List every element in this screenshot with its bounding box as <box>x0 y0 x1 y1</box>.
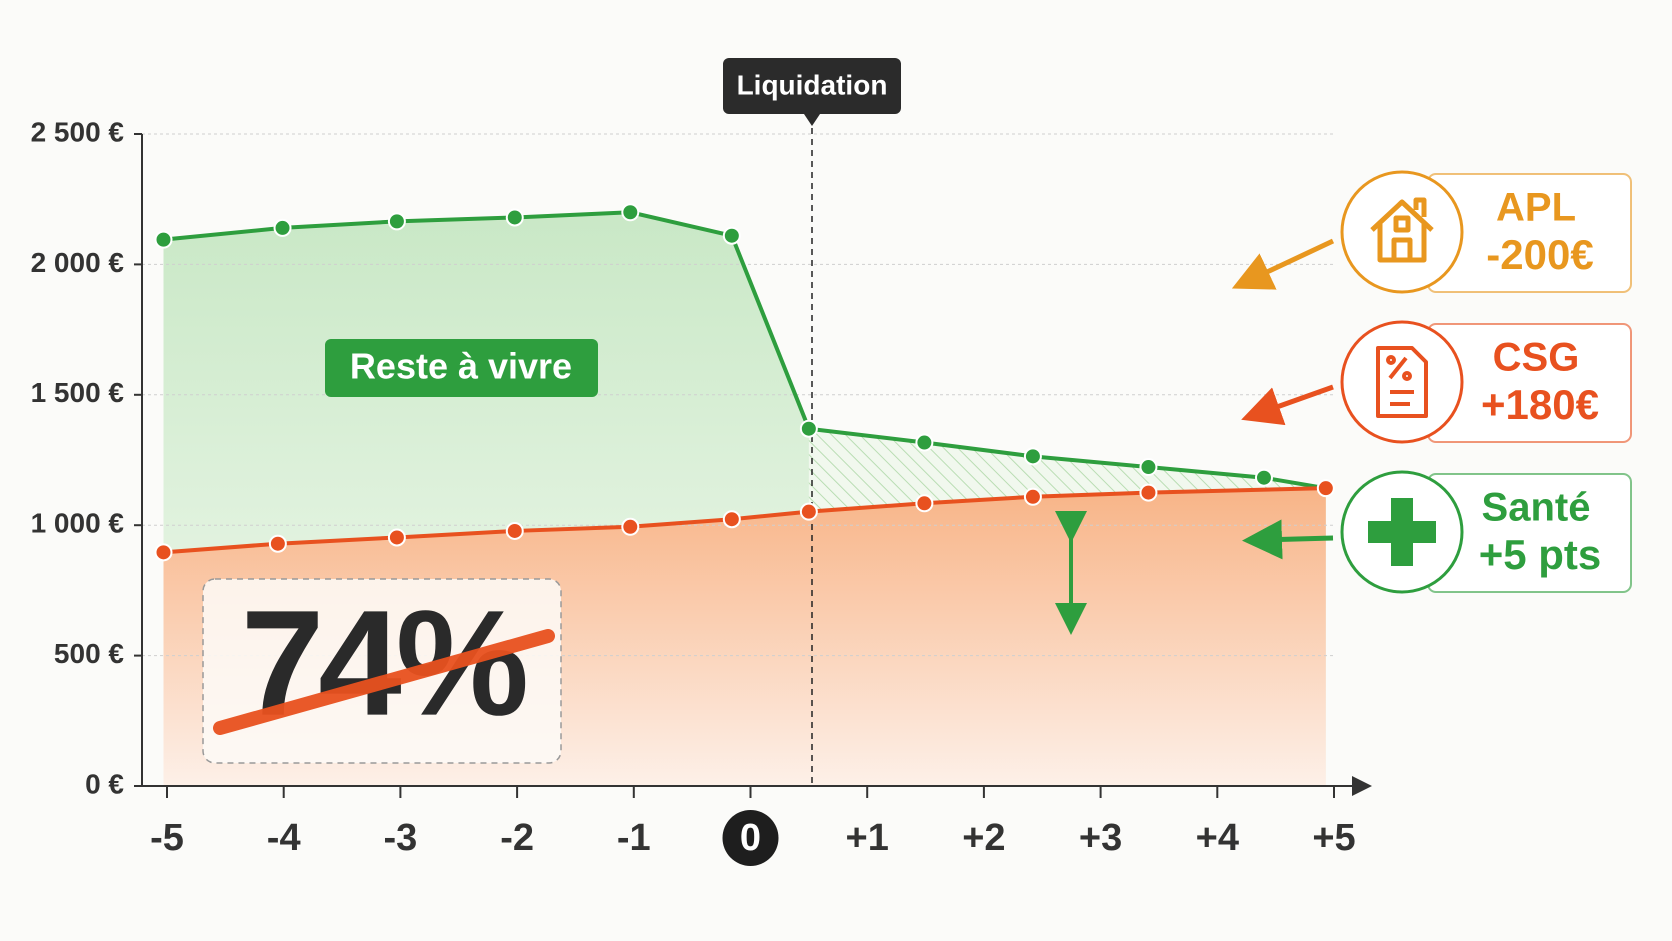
icon <box>1376 346 1428 418</box>
x-tick-label: -4 <box>267 817 301 859</box>
x-tick-label: 0 <box>740 817 761 859</box>
event-label: Liquidation <box>737 69 888 100</box>
point <box>722 510 741 529</box>
point <box>154 543 173 562</box>
x-tick-label: -2 <box>500 817 534 859</box>
y-tick-label: 500 € <box>54 638 124 669</box>
point <box>154 230 173 249</box>
point <box>1023 447 1042 466</box>
plot <box>154 203 1335 562</box>
rate-box <box>202 578 562 764</box>
y-tick-label: 1 000 € <box>31 508 125 539</box>
point <box>621 203 640 222</box>
x-tick-label: -5 <box>150 817 184 859</box>
x-tick-highlight <box>722 810 779 866</box>
callout-arrow <box>1231 238 1335 290</box>
point <box>1139 483 1158 502</box>
x-tick-label: +1 <box>846 817 889 859</box>
point <box>915 433 934 452</box>
point <box>273 218 292 237</box>
callout-circle <box>1340 320 1464 444</box>
area-label: Reste à vivre <box>350 346 572 387</box>
callouts: APL-200€ CSG+180€ Santé+5 pts <box>1340 170 1632 594</box>
point <box>1139 458 1158 477</box>
point <box>799 502 818 521</box>
point <box>268 534 287 553</box>
y-tick-label: 1 500 € <box>31 377 125 408</box>
x-tick-label: +5 <box>1312 817 1355 859</box>
callout-arrow <box>1241 384 1334 426</box>
point <box>1023 487 1042 506</box>
callout-detail: +5 pts <box>1479 531 1602 578</box>
callout-detail: -200€ <box>1486 231 1593 278</box>
point <box>621 517 640 536</box>
grid: 0 € 500 € 1 000 € 1 500 € 2 000 € 2 500 € -5 -4… <box>31 116 1356 866</box>
x-tick-label: +4 <box>1196 817 1239 859</box>
event-label-box <box>723 58 901 114</box>
event-pointer <box>804 114 820 126</box>
callout-title: CSG <box>1493 336 1580 380</box>
point <box>505 208 524 227</box>
callout-title: APL <box>1496 186 1576 230</box>
line <box>163 210 1327 491</box>
callout-detail: +180€ <box>1481 381 1599 428</box>
area-label-box <box>325 339 598 397</box>
point <box>1316 479 1335 498</box>
x-tick-label: -3 <box>384 817 418 859</box>
point <box>799 419 818 438</box>
point <box>722 226 741 245</box>
callout-title: Santé <box>1482 486 1591 530</box>
icon <box>1368 498 1436 566</box>
rate: 74% <box>241 579 526 747</box>
icon <box>1370 197 1434 263</box>
y-tick-label: 0 € <box>85 768 124 799</box>
x-tick-label: -1 <box>617 817 651 859</box>
y-tick-label: 2 000 € <box>31 247 125 278</box>
point <box>387 528 406 547</box>
point <box>915 494 934 513</box>
point <box>387 212 406 231</box>
point <box>1254 468 1273 487</box>
rate-strike <box>213 629 555 735</box>
point <box>505 521 524 540</box>
callout-arrow <box>1242 519 1334 560</box>
x-axis-arrow <box>1352 776 1372 796</box>
y-tick-label: 2 500 € <box>31 116 125 147</box>
x-tick-label: +3 <box>1079 817 1122 859</box>
x-tick-label: +2 <box>962 817 1005 859</box>
